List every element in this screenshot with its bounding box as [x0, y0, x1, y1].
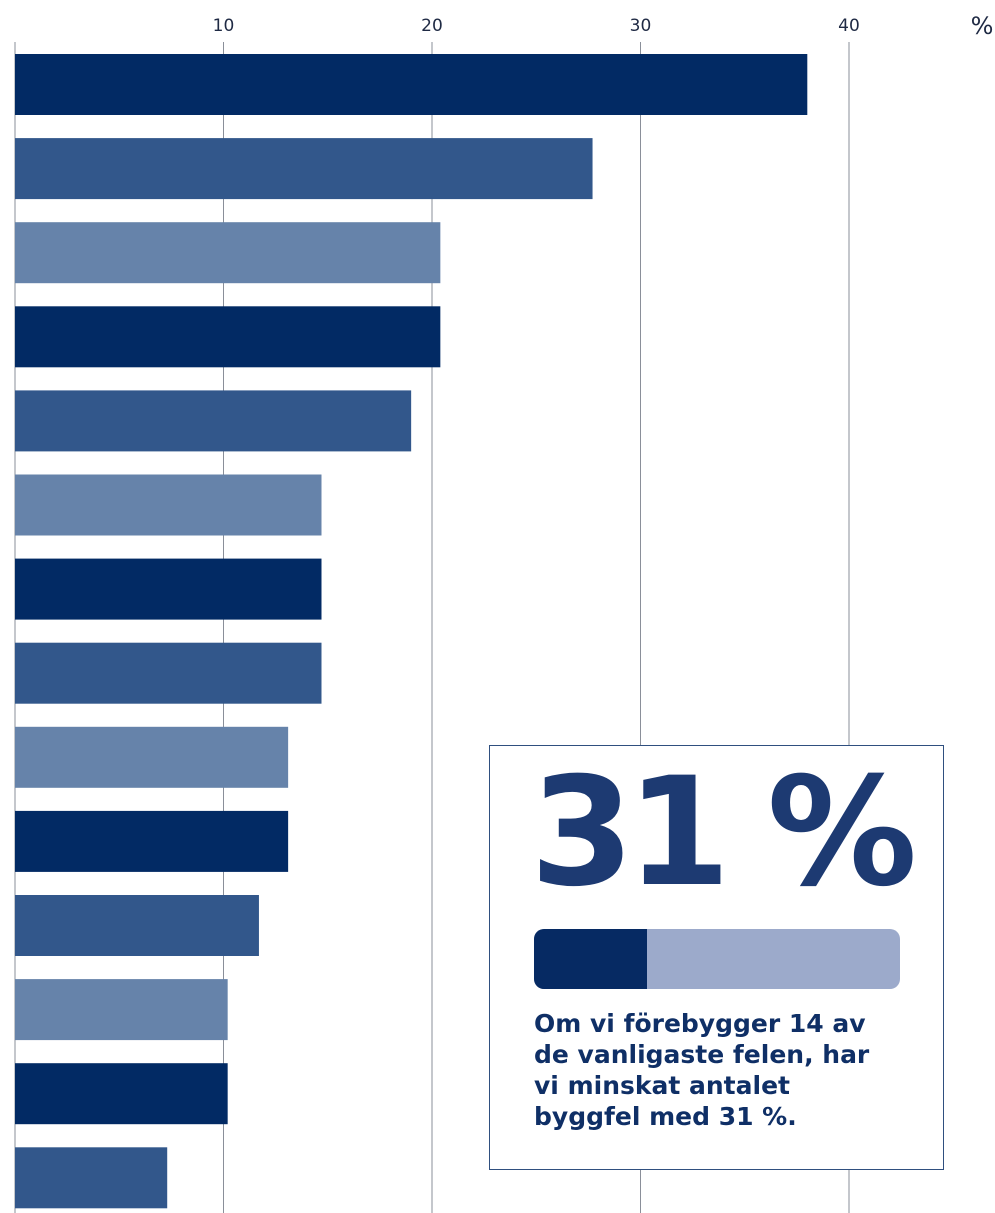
bar [15, 306, 441, 368]
bar [15, 979, 228, 1041]
callout-caption: Om vi förebygger 14 av de vanligaste fel… [534, 1008, 914, 1132]
bar [15, 474, 322, 536]
caption-line: byggfel med 31 %. [534, 1102, 797, 1131]
progress-fill [534, 929, 648, 989]
caption-line: de vanligaste felen, har [534, 1040, 870, 1069]
bar [15, 810, 289, 872]
tick-label: 30 [630, 16, 652, 36]
bar [15, 895, 259, 956]
bar [15, 222, 441, 284]
bar [15, 54, 808, 115]
bar [15, 642, 322, 704]
bar [15, 1063, 228, 1125]
bar [15, 558, 322, 620]
callout-box: 31 % Om vi förebygger 14 av de vanligast… [489, 745, 944, 1170]
unit-label: % [971, 12, 994, 40]
tick-label: 40 [838, 16, 860, 36]
bar [15, 390, 412, 452]
bars [15, 54, 808, 1209]
tick-label: 10 [213, 16, 235, 36]
caption-line: vi minskat antalet [534, 1071, 790, 1100]
progress-bar [534, 929, 900, 989]
bar [15, 726, 289, 788]
caption-line: Om vi förebygger 14 av [534, 1009, 866, 1038]
tick-label: 20 [421, 16, 443, 36]
bar [15, 138, 593, 200]
tick-labels: 10 20 30 40 [213, 16, 860, 36]
big-percentage: 31 % [530, 746, 917, 920]
bar [15, 1147, 168, 1209]
